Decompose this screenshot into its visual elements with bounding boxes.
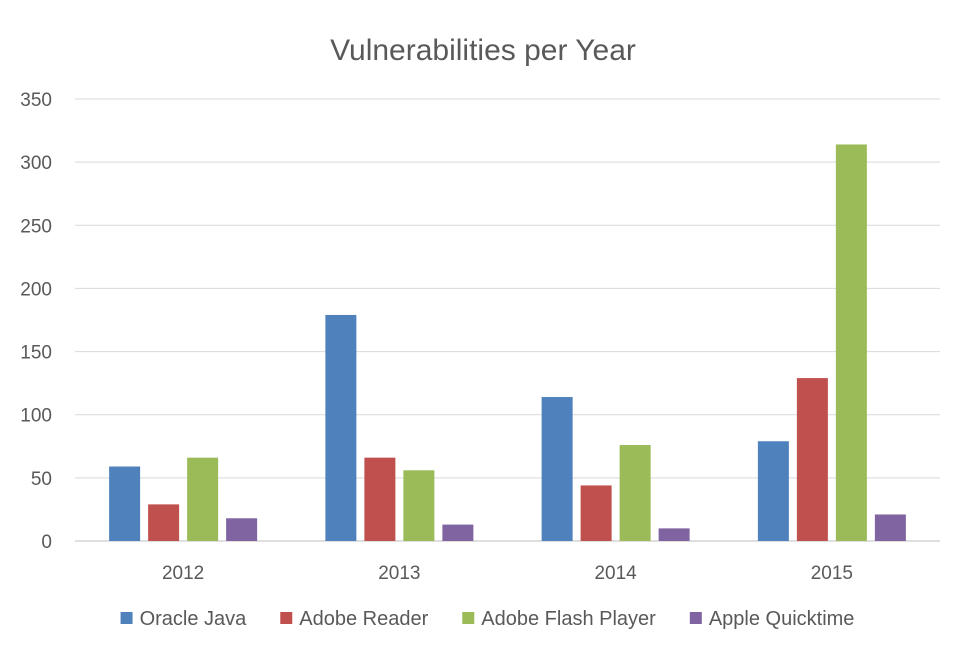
bar-apple-quicktime-2015	[874, 514, 906, 541]
legend-swatch	[120, 612, 133, 624]
bar-oracle-java-2014	[541, 397, 573, 541]
bar-adobe-flash-player-2014	[619, 445, 651, 541]
y-tick-label: 350	[20, 90, 52, 111]
x-category-label: 2013	[378, 563, 420, 584]
y-axis-ticks: 0 50 100 150 200 250 300 350	[20, 90, 52, 553]
bar-adobe-reader-2014	[580, 485, 612, 541]
bar-adobe-flash-player-2013	[403, 470, 435, 541]
y-tick-label: 50	[31, 469, 52, 490]
y-tick-label: 0	[41, 532, 52, 553]
legend-label: Adobe Flash Player	[481, 608, 656, 630]
chart-title: Vulnerabilities per Year	[330, 34, 636, 67]
bar-oracle-java-2013	[325, 314, 357, 541]
bar-adobe-reader-2015	[796, 378, 828, 541]
legend-label: Adobe Reader	[299, 608, 428, 630]
legend-swatch	[689, 612, 702, 624]
bar-apple-quicktime-2012	[226, 518, 258, 541]
x-category-label: 2014	[594, 563, 637, 584]
legend: Oracle Java Adobe Reader Adobe Flash Playe…	[120, 608, 855, 630]
legend-item-adobe-flash-player: Adobe Flash Player	[462, 608, 656, 630]
bar-oracle-java-2012	[109, 466, 141, 541]
y-tick-label: 250	[20, 216, 52, 237]
y-tick-label: 100	[20, 406, 52, 427]
bar-adobe-flash-player-2015	[835, 144, 867, 541]
y-tick-label: 200	[20, 279, 52, 300]
x-category-label: 2015	[811, 563, 853, 584]
gridlines	[75, 98, 940, 542]
legend-item-oracle-java: Oracle Java	[120, 608, 248, 630]
legend-swatch	[462, 612, 475, 624]
bar-adobe-reader-2012	[148, 504, 180, 541]
bar-apple-quicktime-2013	[442, 524, 474, 541]
bar-adobe-reader-2013	[364, 457, 396, 541]
legend-item-adobe-reader: Adobe Reader	[280, 608, 429, 630]
legend-label: Apple Quicktime	[709, 608, 855, 630]
x-category-label: 2012	[162, 563, 204, 584]
legend-swatch	[280, 612, 293, 624]
y-tick-label: 150	[20, 343, 52, 364]
x-axis-categories: 2012 2013 2014 2015	[162, 563, 853, 584]
bars	[109, 144, 906, 541]
bar-adobe-flash-player-2012	[187, 457, 219, 541]
legend-item-apple-quicktime: Apple Quicktime	[689, 608, 855, 630]
bar-apple-quicktime-2014	[658, 528, 690, 541]
legend-label: Oracle Java	[140, 608, 248, 630]
y-tick-label: 300	[20, 153, 52, 174]
bar-oracle-java-2015	[757, 441, 789, 541]
